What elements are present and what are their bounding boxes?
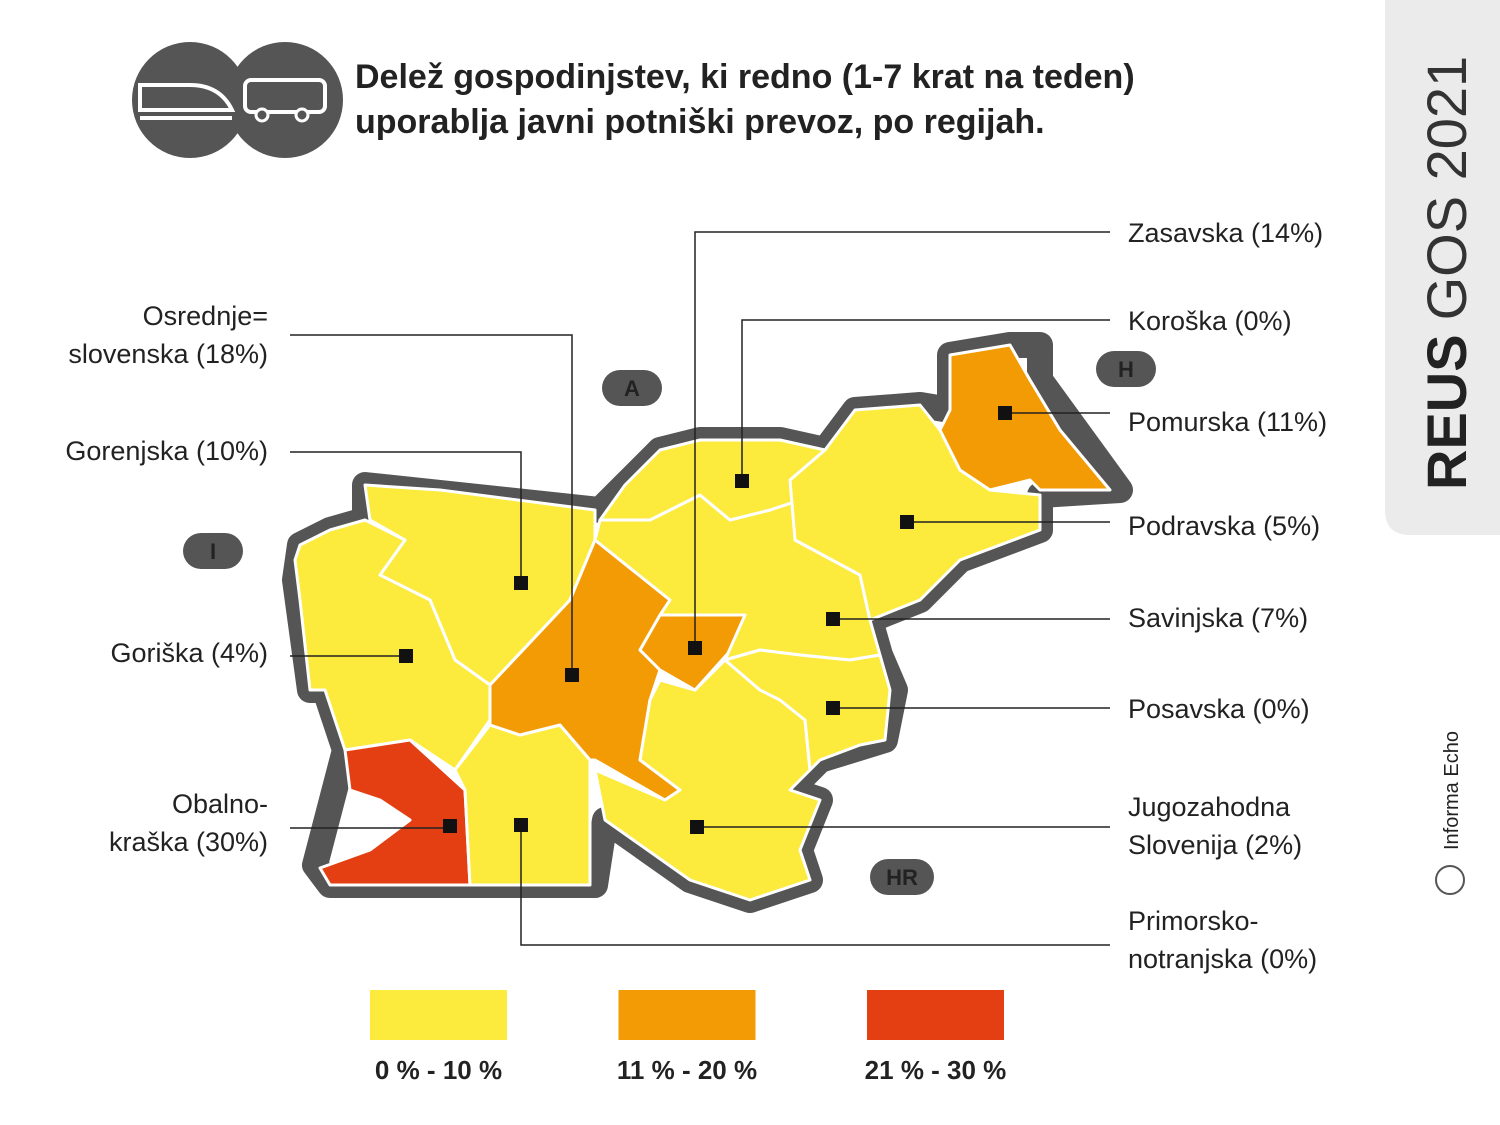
texts: Delež gospodinjstev, ki redno (1-7 krat … xyxy=(65,56,1478,1085)
title: Delež gospodinjstev, ki redno (1-7 krat … xyxy=(355,58,1135,96)
publisher: Informa Echo xyxy=(1441,731,1463,850)
leader-line xyxy=(520,825,1110,946)
legend-swatch xyxy=(618,990,756,1040)
neighbor-label: HR xyxy=(886,865,918,890)
region-marker xyxy=(399,649,413,663)
brand-name: REUS xyxy=(1415,334,1478,490)
neighbor-badge xyxy=(602,370,662,406)
publisher-logo xyxy=(1435,865,1465,895)
region-label: Posavska (0%) xyxy=(1128,694,1310,724)
region-label: Jugozahodna xyxy=(1128,792,1291,822)
legend-label: 0 % - 10 % xyxy=(375,1055,502,1085)
neighbor-badge xyxy=(1096,351,1156,387)
region-label: Podravska (5%) xyxy=(1128,511,1320,541)
legend-swatch xyxy=(370,990,507,1040)
legend-label: 11 % - 20 % xyxy=(617,1055,757,1085)
region-marker xyxy=(900,515,914,529)
region-label: slovenska (18%) xyxy=(68,339,268,369)
legend-label: 21 % - 30 % xyxy=(865,1055,1007,1085)
map xyxy=(282,332,1133,913)
region-marker xyxy=(826,612,840,626)
region-label: Goriška (4%) xyxy=(110,638,268,668)
region-label: notranjska (0%) xyxy=(1128,944,1317,974)
neighbor-badge xyxy=(870,859,934,895)
sidebar xyxy=(1385,0,1500,535)
leader-line xyxy=(290,451,522,583)
region-label: Gorenjska (10%) xyxy=(65,436,268,466)
brand-edition: GOS 2021 xyxy=(1415,56,1478,321)
neighbor-badge xyxy=(183,533,243,569)
region-marker xyxy=(565,668,579,682)
leader-line xyxy=(290,334,573,675)
region-label: kraška (30%) xyxy=(109,827,268,857)
region-marker xyxy=(514,576,528,590)
region-label: Zasavska (14%) xyxy=(1128,218,1323,248)
legend-swatch xyxy=(867,990,1004,1040)
region-marker xyxy=(826,701,840,715)
region-label: Obalno- xyxy=(172,789,268,819)
region-marker xyxy=(690,820,704,834)
region-marker xyxy=(443,819,457,833)
region-label: Savinjska (7%) xyxy=(1128,603,1308,633)
neighbor-label: A xyxy=(624,376,640,401)
leader-line xyxy=(741,319,1110,481)
leader-line xyxy=(694,231,1110,648)
title: uporablja javni potniški prevoz, po regi… xyxy=(355,103,1045,141)
region-label: Pomurska (11%) xyxy=(1128,407,1327,437)
brand: REUS GOS 2021 xyxy=(1415,56,1478,490)
transport-icons xyxy=(132,42,343,158)
region-label: Koroška (0%) xyxy=(1128,306,1292,336)
region-label: Osrednje= xyxy=(143,301,268,331)
neighbor-label: I xyxy=(210,539,216,564)
leader-lines xyxy=(290,231,1110,946)
neighbor-label: H xyxy=(1118,357,1134,382)
region-label: Slovenija (2%) xyxy=(1128,830,1302,860)
region-label: Primorsko- xyxy=(1128,906,1259,936)
region-marker xyxy=(514,818,528,832)
region-marker xyxy=(998,406,1012,420)
region-marker xyxy=(735,474,749,488)
region-marker xyxy=(688,641,702,655)
